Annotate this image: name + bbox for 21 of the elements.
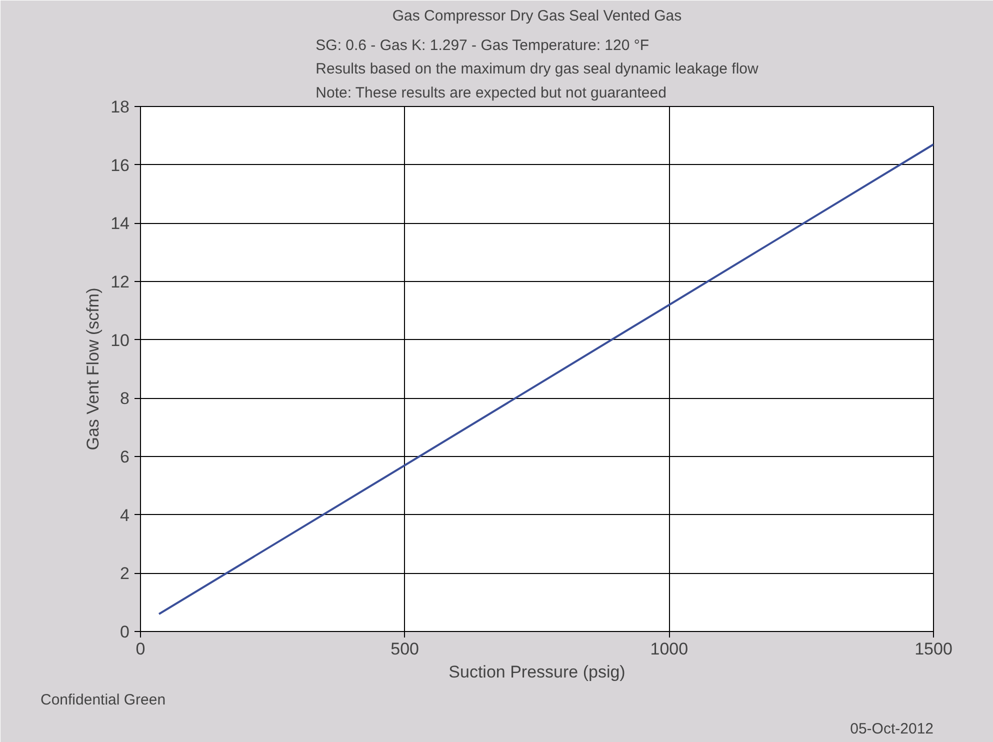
- text: Confidential Green: [40, 692, 166, 708]
- x-tick-label: 1000: [650, 640, 688, 658]
- y-tick-label: 0: [120, 622, 130, 642]
- text: 05-Oct-2012: [850, 720, 934, 738]
- y-tick-label: 14: [110, 214, 130, 234]
- y-tick-label: 16: [110, 156, 130, 175]
- y-tick-label: 2: [120, 564, 130, 584]
- x-tick-label: 1500: [914, 640, 952, 658]
- x-tick-label: 500: [390, 640, 420, 658]
- y-tick-label: 10: [110, 330, 130, 350]
- y-tick-label: 12: [110, 272, 130, 292]
- x-tick-label: 0: [136, 640, 146, 658]
- line-series: [158, 143, 934, 615]
- chart-title: Gas Compressor Dry Gas Seal Vented Gas: [392, 8, 682, 24]
- x-axis-title: Suction Pressure (psig): [448, 662, 626, 682]
- y-tick-label: 6: [120, 448, 130, 466]
- y-axis-title: Gas Vent Flow (scfm): [84, 288, 103, 450]
- y-tick-label: 4: [120, 506, 130, 525]
- y-tick-label: 18: [110, 98, 130, 116]
- chart-subtitle: SG: 0.6 - Gas K: 1.297 - Gas Temperature: 120 °F Results based on the maximum dry gas seal dynamic leakage flow Note: These results are expected but not guaranteed: [316, 36, 759, 102]
- y-tick-label: 8: [120, 389, 130, 408]
